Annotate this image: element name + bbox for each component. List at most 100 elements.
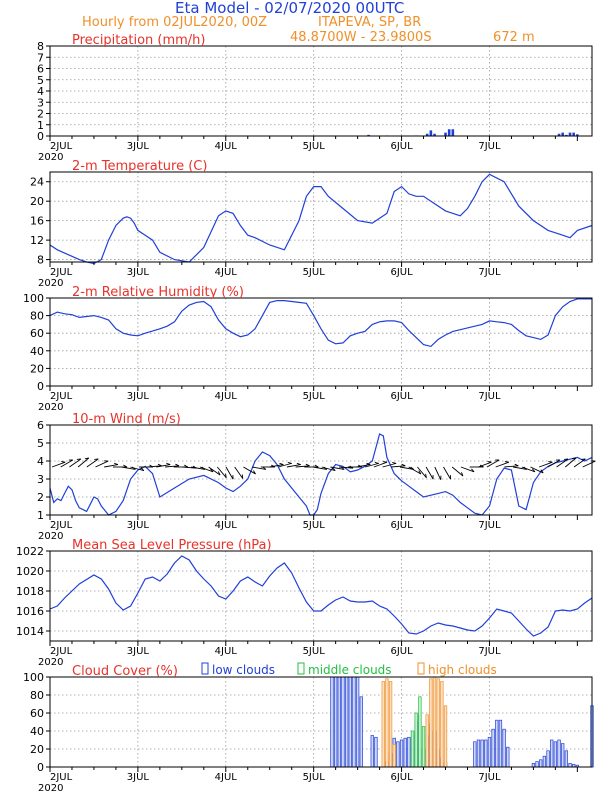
wind-arrow-head — [157, 463, 162, 467]
bar-low-clouds — [564, 750, 569, 768]
wind-arrow — [121, 466, 136, 470]
bar-high-clouds — [381, 681, 385, 768]
x-tick-label: 2JUL — [50, 141, 73, 152]
chart-panel-3: 0 20 40 60 80 100 2JUL 3JUL 4JUL 5JUL 6JUL 7JUL 2020… — [23, 285, 593, 413]
bar-middle-clouds — [421, 726, 426, 768]
y-tick-label: 16 — [30, 215, 44, 228]
x-tick-label: 6JUL — [390, 267, 413, 278]
bar-low-clouds — [535, 761, 539, 768]
y-tick-label: 1 — [37, 509, 44, 522]
wind-arrow — [225, 466, 234, 480]
wind-arrow — [60, 459, 74, 468]
wind-arrow-head — [392, 461, 397, 464]
bar-low-clouds — [506, 746, 510, 768]
y-tick-label: 5 — [37, 437, 44, 450]
series-line — [49, 298, 592, 348]
bar-low-clouds — [553, 741, 558, 768]
x-tick-label: 7JUL — [478, 772, 501, 783]
wind-arrow — [95, 460, 109, 468]
x-tick-label: 3JUL — [127, 772, 150, 783]
x-tick-label: 5JUL — [303, 267, 326, 278]
x-tick-label: 4JUL — [215, 267, 238, 278]
wind-arrow — [434, 466, 442, 480]
wind-arrow-head — [471, 468, 475, 473]
wind-arrow-head — [296, 462, 301, 465]
wind-arrow — [208, 466, 221, 476]
wind-arrow-head — [548, 461, 553, 463]
x-tick-label: 6JUL — [390, 391, 413, 402]
y-tick-label: 60 — [30, 707, 44, 720]
coordinates-label: 48.8700W - 23.9800S — [290, 30, 432, 45]
wind-arrow-head — [461, 472, 464, 477]
x-tick-label: 3JUL — [127, 141, 150, 152]
x-tick-label: 4JUL — [215, 141, 238, 152]
wind-arrow-head — [287, 461, 292, 464]
panel-title: 2-m Relative Humidity (%) — [72, 285, 244, 300]
precip-bar — [367, 134, 370, 136]
bar-middle-clouds — [410, 730, 415, 768]
wind-arrow — [451, 466, 464, 477]
wind-arrow-head — [540, 469, 544, 474]
wind-arrow-head — [504, 461, 509, 463]
wind-arrow — [443, 466, 451, 480]
chart-header: Eta Model - 02/07/2020 00UTC Hourly from… — [0, 0, 612, 46]
legend-swatch — [201, 662, 209, 675]
legend-label: middle clouds — [308, 663, 392, 677]
wind-arrow — [86, 458, 99, 468]
y-tick-label: 1020 — [16, 565, 44, 578]
wind-arrow — [339, 466, 354, 469]
x-tick-label: 4JUL — [215, 646, 238, 657]
wind-arrow — [573, 458, 586, 468]
x-tick-label: 2JUL — [50, 772, 73, 783]
bar-low-clouds — [542, 755, 547, 768]
wind-arrow-head — [314, 464, 319, 468]
bar-low-clouds — [403, 737, 407, 768]
x-tick-label: 2JUL — [50, 646, 73, 657]
wind-arrow — [365, 462, 379, 468]
bar-low-clouds — [484, 739, 488, 768]
y-tick-label: 2 — [37, 491, 44, 504]
wind-arrow — [312, 466, 327, 470]
chart-panel-2: 8 12 16 20 24 2JUL 3JUL 4JUL 5JUL 6JUL 7JUL 2020 2-m… — [30, 159, 593, 289]
bar-low-clouds — [374, 736, 378, 768]
bar-high-clouds — [388, 681, 393, 768]
bar-low-clouds — [396, 741, 400, 768]
y-tick-label: 24 — [30, 176, 44, 189]
precip-bar — [451, 129, 455, 136]
y-tick-label: 6 — [37, 419, 44, 432]
wind-arrow — [130, 466, 144, 472]
wind-arrow — [513, 466, 527, 470]
bar-low-clouds — [407, 736, 411, 768]
plot-frame — [49, 424, 593, 516]
wind-arrow — [278, 462, 292, 468]
y-tick-label: 20 — [30, 195, 44, 208]
wind-arrow-head — [418, 470, 422, 475]
bar-low-clouds — [473, 741, 477, 768]
wind-barbs — [51, 457, 596, 480]
wind-arrow-head — [572, 457, 577, 460]
x-tick-label: 6JUL — [390, 772, 413, 783]
precip-bar — [557, 133, 561, 136]
bar-low-clouds — [487, 736, 492, 768]
x-tick-label: 5JUL — [303, 772, 326, 783]
y-tick-label: 7 — [37, 51, 44, 64]
bar-low-clouds — [370, 735, 374, 768]
bar-high-clouds — [436, 678, 440, 768]
wind-arrow-head — [425, 473, 427, 478]
x-tick-label: 4JUL — [215, 520, 238, 531]
x-year-label: 2020 — [38, 783, 63, 792]
x-tick-label: 5JUL — [303, 520, 326, 531]
bar-low-clouds — [348, 676, 352, 768]
bar-low-clouds — [399, 739, 404, 768]
x-tick-label: 4JUL — [215, 772, 238, 783]
series-line — [49, 433, 593, 516]
wind-arrow — [417, 466, 427, 479]
x-tick-label: 6JUL — [390, 141, 413, 152]
plot-frame — [49, 171, 593, 263]
bar-high-clouds — [440, 681, 444, 768]
precip-bar — [444, 132, 447, 136]
wind-arrow-head — [253, 470, 256, 475]
bar-high-clouds — [432, 676, 437, 768]
